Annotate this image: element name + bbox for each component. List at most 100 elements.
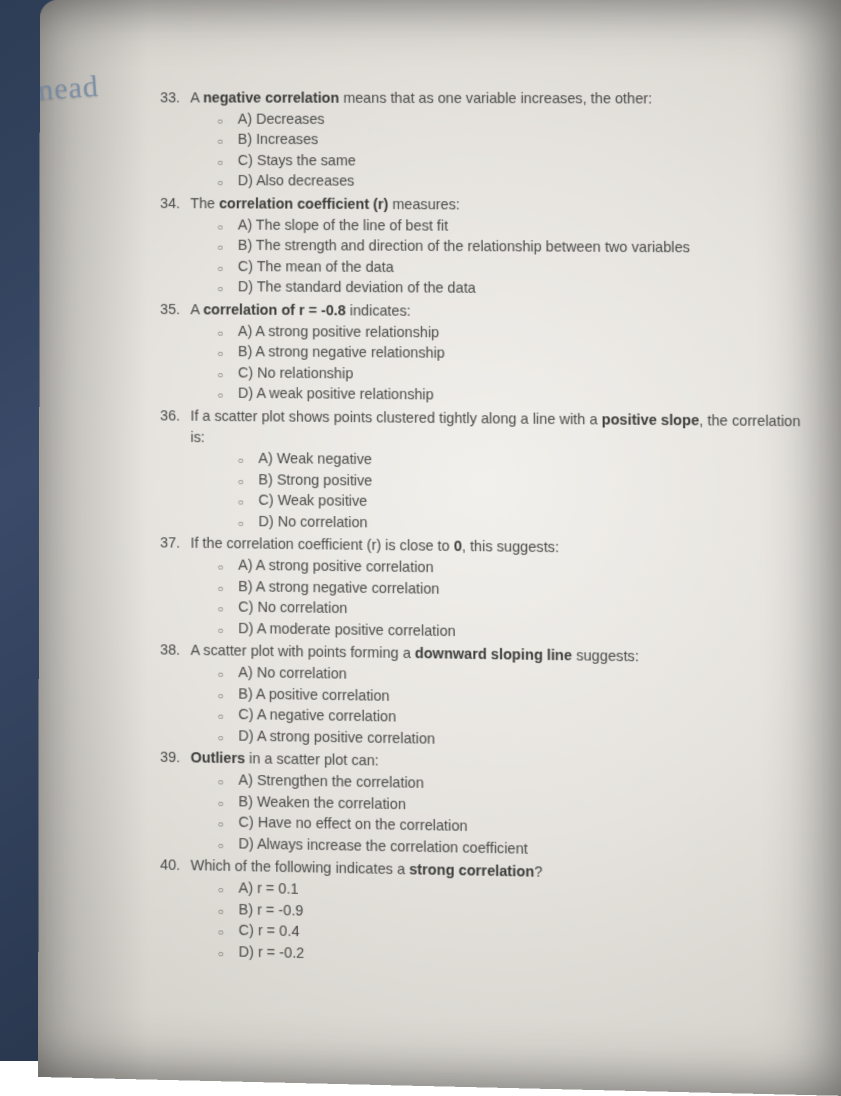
option-text: B) A positive correlation (238, 684, 389, 707)
bullet-icon: ○ (217, 734, 224, 744)
bullet-icon: ○ (237, 520, 244, 530)
bullet-icon: ○ (217, 244, 224, 254)
option: ○ D) A weak positive relationship (217, 384, 841, 410)
option-text: D) Also decreases (238, 171, 355, 192)
option-text: A) The slope of the line of best fit (238, 215, 448, 237)
bullet-icon: ○ (217, 950, 224, 960)
option-text: B) Increases (238, 130, 319, 151)
option-text: C) The mean of the data (238, 257, 394, 279)
options: ○A) Decreases○B) Increases○C) Stays the … (217, 109, 841, 195)
bullet-icon: ○ (217, 886, 224, 896)
option-text: C) No relationship (238, 363, 353, 385)
question-bold: correlation coefficient (r) (219, 196, 388, 213)
option-text: C) No correlation (238, 598, 347, 621)
option: ○C) Stays the same (217, 151, 841, 174)
bullet-icon: ○ (217, 179, 224, 189)
question-number: 36. (160, 406, 184, 427)
bullet-icon: ○ (217, 627, 224, 637)
bullet-icon: ○ (217, 285, 224, 295)
bullet-icon: ○ (217, 928, 224, 938)
question-number: 34. (160, 194, 184, 215)
bullet-icon: ○ (217, 820, 224, 830)
options: ○A) A strong positive relationship○B) A … (217, 321, 841, 410)
question: 39.Outliers in a scatter plot can:○A) St… (160, 748, 841, 867)
options: ○ A) Weak negative ○ B) Strong positive ○ C) … (237, 449, 841, 540)
question-number: 33. (160, 88, 184, 109)
bullet-icon: ○ (217, 671, 224, 681)
question-text: A correlation of r = -0.8 indicates: (190, 300, 410, 322)
question-pre: A (190, 90, 203, 106)
question-number: 35. (160, 300, 184, 321)
options: ○A) No correlation○B) A positive correla… (217, 662, 841, 757)
question-pre: A scatter plot with points forming a (191, 643, 415, 663)
bullet-icon: ○ (217, 713, 224, 723)
bullet-icon: ○ (217, 799, 224, 809)
question-pre: If a scatter plot shows points clustered… (190, 408, 601, 428)
option-text: B) The strength and direction of the rel… (238, 236, 690, 259)
question-post: , the correlation (699, 413, 800, 430)
option-text: D) A weak positive relationship (238, 384, 434, 407)
question-stem: 33. A negative correlation means that as … (160, 88, 841, 110)
question-post: in a scatter plot can: (245, 751, 379, 770)
question: 33. A negative correlation means that as … (160, 88, 841, 194)
question-text: A negative correlation means that as one… (190, 88, 652, 110)
options: ○ A) A strong positive correlation ○ B) A s… (217, 555, 841, 648)
bullet-icon: ○ (217, 329, 224, 339)
question-bold: correlation of r = -0.8 (203, 302, 346, 319)
question-post: indicates: (346, 303, 411, 320)
bullet-icon: ○ (217, 223, 224, 233)
option: ○ D) The standard deviation of the data (217, 277, 841, 302)
bullet-icon: ○ (217, 778, 224, 788)
option: ○ B) Increases (217, 130, 841, 153)
option-text: B) Strong positive (258, 470, 372, 492)
question-post: measures: (388, 197, 460, 214)
bullet-icon: ○ (217, 605, 224, 615)
bullet-icon: ○ (237, 478, 244, 488)
bullet-icon: ○ (217, 692, 224, 702)
bullet-icon: ○ (217, 584, 224, 594)
bullet-icon: ○ (217, 842, 224, 852)
bullet-icon: ○ (217, 265, 224, 275)
option-text: B) Weaken the correlation (238, 791, 406, 815)
option-text: B) r = -0.9 (239, 899, 304, 922)
question: 40.Which of the following indicates a st… (160, 856, 841, 977)
question-post: suggests: (572, 648, 639, 665)
option-text: C) A negative correlation (238, 705, 396, 729)
bullet-icon: ○ (217, 350, 224, 360)
quiz-content: 33. A negative correlation means that as … (160, 88, 841, 978)
question: 36. If a scatter plot shows points cluste… (160, 406, 841, 540)
question-number: 39. (160, 748, 184, 770)
bullet-icon: ○ (217, 371, 224, 381)
option-text: A) Weak negative (258, 449, 372, 471)
question-text: The correlation coefficient (r) measures… (190, 194, 460, 216)
option-text: D) r = -0.2 (239, 942, 305, 965)
option-text: D) The standard deviation of the data (238, 277, 476, 299)
question-post: means that as one variable increases, th… (339, 91, 652, 108)
question: 38.A scatter plot with points forming a … (160, 641, 841, 758)
question-bold: positive slope (602, 412, 700, 429)
bullet-icon: ○ (237, 457, 244, 467)
question-post: , this suggests: (462, 539, 559, 557)
question: 34. The correlation coefficient (r) measu… (160, 194, 841, 302)
bullet-icon: ○ (217, 392, 224, 402)
question-pre: A (190, 302, 203, 318)
question-pre: The (190, 196, 219, 212)
question-pre: Which of the following indicates a (191, 858, 410, 879)
option-text: A) A strong positive correlation (238, 556, 434, 579)
question-bold: Outliers (191, 750, 246, 767)
question-bold: negative correlation (203, 90, 339, 106)
question: 35.A correlation of r = -0.8 indicates:○… (160, 300, 841, 410)
notebook-brand: mead (38, 70, 100, 109)
option-text: B) A strong negative correlation (238, 577, 439, 601)
option-text: D) Always increase the correlation coeff… (238, 834, 527, 861)
question-bold: downward sloping line (415, 646, 572, 665)
bullet-icon: ○ (217, 117, 224, 127)
question: 37.If the correlation coefficient (r) is… (160, 534, 841, 649)
question-text: Outliers in a scatter plot can: (191, 748, 379, 772)
bullet-icon: ○ (237, 499, 244, 509)
option-text: C) Weak positive (258, 491, 367, 513)
question-post: ? (534, 865, 542, 882)
question-number: 40. (160, 856, 184, 878)
bullet-icon: ○ (217, 138, 224, 148)
question-number: 38. (160, 641, 184, 662)
